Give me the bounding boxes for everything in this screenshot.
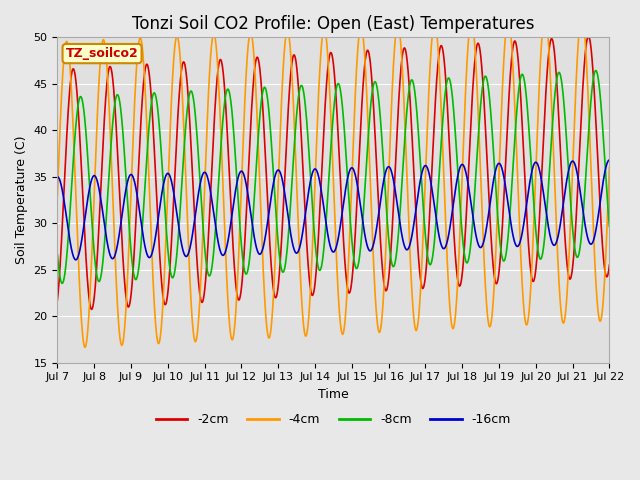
-16cm [237,168,244,174]
-2cm [580,59,588,65]
-4cm [581,31,589,37]
-2cm [54,297,61,303]
-16cm [388,172,396,178]
-8cm [237,233,244,239]
-16cm [605,157,613,163]
-4cm [81,344,89,350]
Line: -16cm: -16cm [58,160,609,260]
-2cm [319,148,326,154]
-4cm [164,192,172,197]
-16cm [319,197,326,203]
-8cm [54,252,61,257]
Legend: -2cm, -4cm, -8cm, -16cm: -2cm, -4cm, -8cm, -16cm [151,408,516,431]
-2cm [388,221,396,227]
-4cm [54,192,61,198]
Line: -2cm: -2cm [58,36,609,309]
-8cm [605,224,613,229]
-16cm [54,174,61,180]
-8cm [592,68,600,73]
-8cm [164,244,172,250]
Line: -8cm: -8cm [58,71,609,283]
-4cm [578,12,586,18]
-4cm [273,205,281,211]
-8cm [580,192,588,198]
Title: Tonzi Soil CO2 Profile: Open (East) Temperatures: Tonzi Soil CO2 Profile: Open (East) Temp… [132,15,534,33]
-2cm [164,292,172,298]
-8cm [388,263,396,268]
-4cm [605,165,613,170]
-8cm [273,229,281,235]
Text: TZ_soilco2: TZ_soilco2 [66,47,138,60]
-16cm [164,170,172,176]
-16cm [72,257,79,263]
-2cm [237,291,244,297]
-4cm [388,82,396,87]
Line: -4cm: -4cm [58,15,609,347]
X-axis label: Time: Time [318,388,349,401]
-2cm [88,306,95,312]
-4cm [319,31,326,36]
-16cm [580,219,588,225]
-8cm [319,256,326,262]
-8cm [58,280,66,286]
-2cm [584,34,592,39]
-16cm [273,168,281,173]
-2cm [273,290,281,296]
Y-axis label: Soil Temperature (C): Soil Temperature (C) [15,136,28,264]
-2cm [605,262,613,268]
-4cm [237,203,244,208]
